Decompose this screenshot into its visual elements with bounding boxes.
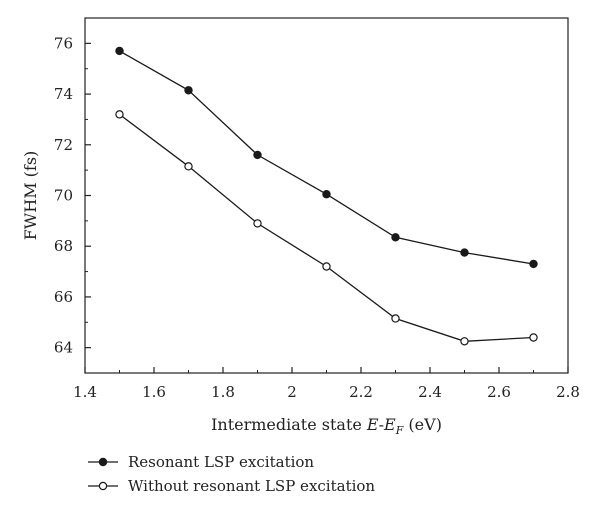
series-resonant [115, 46, 538, 269]
x-tick-label: 2 [287, 383, 297, 401]
data-point [184, 86, 193, 95]
data-point [391, 233, 400, 242]
data-point [253, 219, 262, 228]
x-tick-label: 2.6 [487, 383, 511, 401]
data-point [184, 162, 193, 171]
data-point [115, 110, 124, 119]
legend-marker [98, 457, 108, 467]
legend-item: Without resonant LSP excitation [88, 477, 375, 495]
x-axis-ticks: 1.4 1.6 1.8 2 2.2 2.4 2.6 2.8 [73, 367, 580, 401]
y-tick-label: 68 [54, 237, 73, 255]
series-line [119, 50, 534, 265]
x-tick-label: 1.8 [211, 383, 235, 401]
legend: Resonant LSP excitation Without resonant … [88, 453, 375, 495]
data-point [529, 259, 538, 269]
y-tick-label: 76 [54, 34, 73, 52]
y-axis-ticks: 64 66 68 70 72 74 76 [54, 17, 91, 374]
series-lines [115, 46, 538, 346]
x-tick-label: 2.4 [418, 383, 442, 401]
legend-marker [98, 481, 108, 491]
legend-label: Resonant LSP excitation [128, 453, 314, 471]
data-point [460, 337, 469, 346]
legend-label: Without resonant LSP excitation [128, 477, 375, 495]
y-tick-label: 66 [54, 288, 73, 306]
x-axis-label: Intermediate state E-EF (eV) [211, 415, 442, 437]
data-point [253, 150, 262, 160]
data-point [322, 262, 331, 271]
y-tick-label: 64 [54, 339, 73, 357]
x-tick-label: 2.2 [349, 383, 373, 401]
data-point [391, 314, 400, 323]
data-point [529, 333, 538, 342]
x-tick-label: 1.4 [73, 383, 97, 401]
data-point [460, 248, 469, 257]
series-without-resonant [115, 110, 538, 346]
y-tick-label: 74 [54, 85, 73, 103]
y-axis-label: FWHM (fs) [21, 151, 40, 241]
y-tick-label: 72 [54, 136, 73, 154]
series-line [119, 113, 534, 342]
data-point [115, 46, 124, 56]
data-point [322, 190, 331, 199]
legend-item: Resonant LSP excitation [88, 453, 314, 471]
y-tick-label: 70 [54, 187, 73, 205]
x-tick-label: 2.8 [556, 383, 580, 401]
x-tick-label: 1.6 [142, 383, 166, 401]
